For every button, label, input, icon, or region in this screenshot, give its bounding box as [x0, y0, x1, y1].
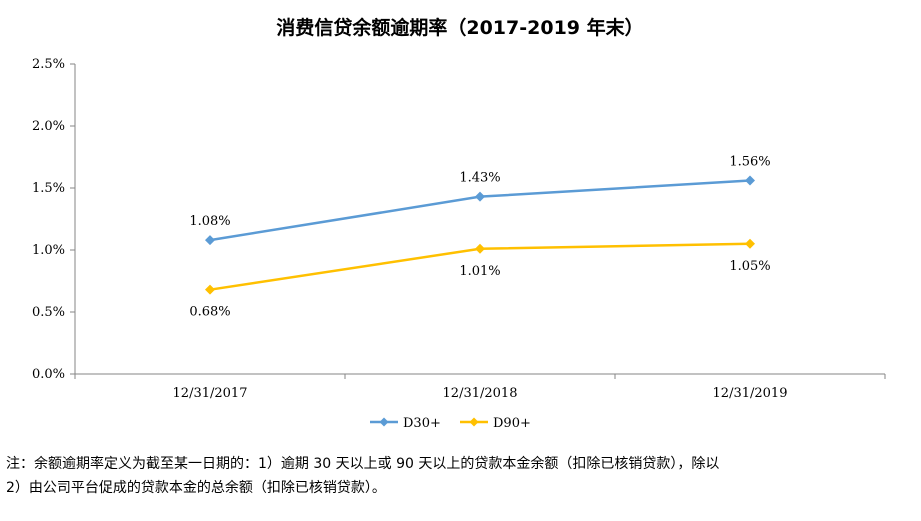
series-line	[209, 179, 751, 242]
legend: D30+ D90+	[370, 416, 531, 431]
data-point-marker	[745, 175, 755, 186]
y-tick-label: 2.0%	[32, 119, 65, 134]
x-tick-label: 12/31/2017	[173, 386, 248, 401]
data-point-marker	[475, 243, 485, 254]
series-d90: 0.68% 1.01% 1.05%	[189, 238, 771, 320]
series-d30: 1.08% 1.43% 1.56%	[189, 155, 771, 246]
x-tick-label: 12/31/2018	[443, 386, 518, 401]
legend-label: D30+	[403, 416, 441, 431]
chart-title: 消费信贷余额逾期率（2017-2019 年末）	[276, 16, 643, 39]
x-tick-label: 12/31/2019	[713, 386, 788, 401]
y-tick-label: 2.5%	[32, 57, 65, 72]
series-layer: 1.08% 1.43% 1.56% 0.68% 1.01% 1.05%	[189, 155, 770, 320]
data-point-marker	[745, 238, 755, 249]
legend-marker	[379, 417, 389, 427]
footnote: 注：余额逾期率定义为截至某一日期的：1）逾期 30 天以上或 90 天以上的贷款…	[6, 452, 916, 500]
y-tick-label: 1.5%	[32, 181, 65, 196]
footnote-line-2: 2）由公司平台促成的贷款本金的总余额（扣除已核销贷款）。	[6, 480, 386, 496]
legend-marker	[469, 417, 479, 427]
legend-label: D90+	[493, 416, 531, 431]
axes: 0.0% 0.5% 1.0% 1.5% 2.0% 2.5% 12/31/2017 12/31/…	[32, 57, 886, 401]
data-label: 1.05%	[729, 259, 770, 274]
data-label: 1.43%	[459, 171, 500, 186]
data-label: 1.56%	[729, 155, 770, 170]
y-tick-label: 1.0%	[32, 243, 65, 258]
y-tick-label: 0.0%	[32, 367, 65, 382]
legend-item: D90+	[460, 416, 531, 431]
data-label: 0.68%	[189, 305, 230, 320]
data-point-marker	[205, 284, 215, 295]
data-point-marker	[475, 191, 485, 202]
legend-item: D30+	[370, 416, 441, 431]
footnote-line-1: 注：余额逾期率定义为截至某一日期的：1）逾期 30 天以上或 90 天以上的贷款…	[6, 456, 720, 472]
y-tick-label: 0.5%	[32, 305, 65, 320]
data-point-marker	[205, 235, 215, 246]
data-label: 1.08%	[189, 214, 230, 229]
data-label: 1.01%	[459, 264, 500, 279]
line-chart: 消费信贷余额逾期率（2017-2019 年末） 0.0% 0.5% 1.0% 1.5%…	[32, 16, 886, 431]
